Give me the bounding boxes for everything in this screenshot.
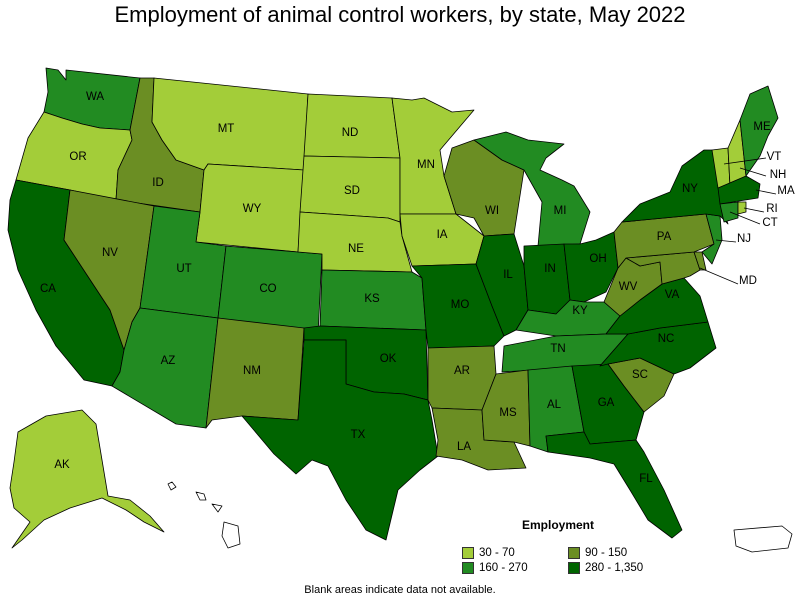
state-MI[interactable] (473, 131, 591, 247)
state-label-MO: MO (451, 299, 470, 311)
state-ND[interactable] (303, 93, 401, 159)
legend: Employment 30 - 70 90 - 150 160 - 270 28… (462, 518, 672, 578)
state-label-GA: GA (598, 397, 615, 409)
state-label-NV: NV (102, 247, 118, 259)
state-label-MD: MD (739, 275, 757, 287)
state-label-TX: TX (351, 429, 366, 441)
state-label-WA: WA (86, 91, 104, 103)
state-MN[interactable] (391, 97, 475, 215)
state-label-NJ: NJ (737, 233, 751, 245)
legend-label-90-150: 90 - 150 (585, 547, 628, 559)
state-label-NM: NM (243, 365, 261, 377)
state-label-IN: IN (544, 263, 556, 275)
state-label-OK: OK (380, 353, 397, 365)
leader-line-RI (743, 207, 765, 213)
state-label-SC: SC (632, 369, 648, 381)
state-label-AR: AR (454, 365, 470, 377)
state-DE[interactable] (693, 251, 707, 271)
state-label-NH: NH (770, 169, 787, 181)
state-label-TN: TN (550, 343, 565, 355)
state-FL[interactable] (545, 431, 683, 539)
leader-line-VT (723, 157, 767, 165)
state-CT[interactable] (719, 201, 739, 223)
state-AK[interactable] (9, 409, 165, 549)
leader-line-NJ (715, 239, 737, 243)
legend-item-30-70: 30 - 70 (462, 546, 515, 560)
state-label-MN: MN (417, 159, 435, 171)
state-ME[interactable] (739, 85, 779, 177)
state-label-MS: MS (499, 407, 517, 419)
state-label-FL: FL (639, 473, 653, 485)
state-label-PA: PA (657, 231, 672, 243)
legend-item-160-270: 160 - 270 (462, 561, 528, 575)
state-label-MI: MI (554, 205, 567, 217)
legend-swatch-160-270 (462, 562, 474, 574)
legend-label-160-270: 160 - 270 (479, 562, 528, 574)
state-label-WI: WI (485, 205, 499, 217)
state-label-WY: WY (243, 203, 262, 215)
state-label-IA: IA (437, 229, 448, 241)
state-label-MA: MA (777, 185, 795, 197)
state-label-ND: ND (342, 127, 359, 139)
state-label-IL: IL (503, 269, 513, 281)
state-TX[interactable] (241, 339, 439, 541)
state-label-AZ: AZ (161, 355, 176, 367)
state-HI[interactable] (167, 481, 241, 549)
state-PR[interactable] (733, 525, 793, 553)
legend-swatch-30-70 (462, 547, 474, 559)
leader-line-NH (739, 167, 767, 177)
leader-line-MA (755, 189, 777, 195)
legend-item-90-150: 90 - 150 (568, 546, 627, 560)
state-RI[interactable] (737, 201, 747, 215)
state-label-VT: VT (767, 151, 782, 163)
state-label-RI: RI (766, 203, 778, 215)
state-label-KY: KY (572, 305, 588, 317)
state-label-CO: CO (259, 283, 276, 295)
state-label-ME: ME (753, 121, 771, 133)
state-label-NE: NE (348, 243, 364, 255)
state-label-MT: MT (218, 123, 235, 135)
leader-line-CT (729, 211, 761, 225)
map-title: Employment of animal control workers, by… (114, 2, 686, 27)
state-label-KS: KS (364, 293, 380, 305)
legend-title: Employment (522, 518, 595, 532)
legend-item-280-1350: 280 - 1,350 (568, 561, 643, 575)
legend-swatch-90-150 (568, 547, 580, 559)
state-label-VA: VA (665, 289, 680, 301)
legend-swatch-280-1350 (568, 562, 580, 574)
state-label-WV: WV (619, 281, 638, 293)
state-label-AL: AL (547, 399, 562, 411)
state-NY[interactable] (621, 149, 729, 225)
leader-line-MD (699, 267, 739, 285)
state-label-NY: NY (682, 183, 698, 195)
state-label-OR: OR (69, 151, 86, 163)
state-label-UT: UT (176, 263, 191, 275)
state-label-OH: OH (589, 253, 606, 265)
state-label-CT: CT (762, 217, 777, 229)
state-IN[interactable] (523, 243, 571, 315)
state-label-CA: CA (40, 283, 56, 295)
legend-label-30-70: 30 - 70 (479, 547, 515, 559)
legend-label-280-1350: 280 - 1,350 (585, 562, 644, 574)
state-label-SD: SD (344, 185, 360, 197)
footnote: Blank areas indicate data not available. (304, 584, 496, 596)
state-label-ID: ID (152, 177, 164, 189)
state-label-AK: AK (54, 459, 70, 471)
state-label-LA: LA (457, 441, 471, 453)
state-label-NC: NC (658, 333, 675, 345)
